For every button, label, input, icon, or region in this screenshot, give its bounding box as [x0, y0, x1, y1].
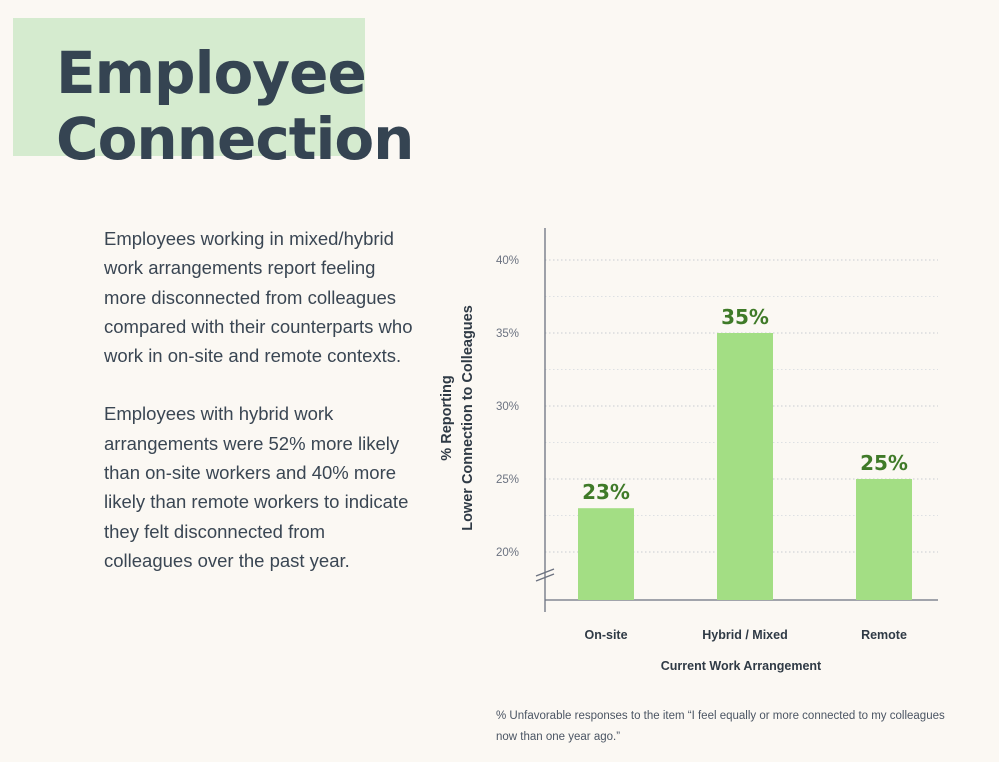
y-tick-label: 20%	[496, 547, 519, 559]
bar-chart: 20% 25% 30% 35% 40% 23% On-site 35% Hybrid / Mix…	[439, 228, 938, 673]
y-axis-title-line-1: % Reporting	[439, 375, 455, 460]
x-tick-label: Hybrid / Mixed	[702, 628, 787, 642]
y-tick-label: 30%	[496, 401, 519, 413]
y-tick-label: 25%	[496, 474, 519, 486]
body-text: Employees working in mixed/hybrid work a…	[104, 224, 414, 604]
x-tick-label: On-site	[584, 628, 627, 642]
axis-break-mark	[535, 573, 555, 582]
bar	[578, 508, 634, 600]
y-axis-title-line-2: Lower Connection to Colleagues	[460, 305, 476, 531]
x-axis-title: Current Work Arrangement	[661, 659, 822, 673]
page-title-line-2: Connection	[56, 105, 414, 173]
bar	[717, 333, 773, 600]
x-tick-label: Remote	[861, 628, 907, 642]
axis-break-mark	[535, 568, 555, 577]
y-tick-label: 40%	[496, 255, 519, 267]
bar-value-label: 23%	[582, 480, 630, 504]
page-title: Employee Connection	[56, 39, 414, 173]
chart-footnote: % Unfavorable responses to the item “I f…	[496, 710, 945, 743]
title-highlight-block	[13, 18, 365, 156]
paragraph-hybrid-disconnected: Employees working in mixed/hybrid work a…	[104, 228, 413, 367]
page-title-line-1: Employee	[56, 39, 367, 107]
bar-value-label: 35%	[721, 305, 769, 329]
bar-value-label: 25%	[860, 451, 908, 475]
y-tick-label: 35%	[496, 328, 519, 340]
paragraph-hybrid-likelihood: Employees with hybrid work arrangements …	[104, 403, 409, 571]
bar	[856, 479, 912, 600]
